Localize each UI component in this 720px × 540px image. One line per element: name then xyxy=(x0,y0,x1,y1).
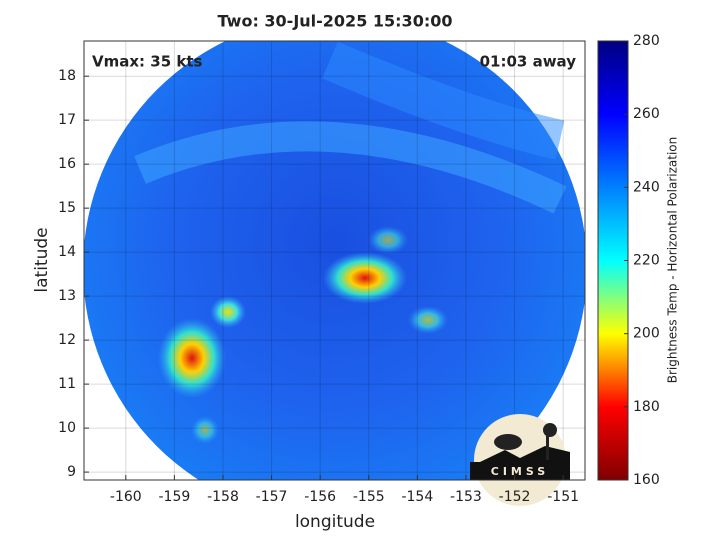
x-tick-label: -155 xyxy=(353,489,385,505)
colorbar-tick-label: 280 xyxy=(633,33,660,49)
y-tick-label: 14 xyxy=(58,244,76,260)
y-tick-label: 15 xyxy=(58,200,76,216)
brightness-field xyxy=(84,41,585,480)
axes-frame xyxy=(83,40,586,481)
x-tick-label: -152 xyxy=(499,489,531,505)
colorbar-label: Brightness Temp - Horizontal Polarizatio… xyxy=(666,137,680,384)
colorbar-tick-label: 160 xyxy=(633,472,660,488)
x-tick-label: -156 xyxy=(304,489,336,505)
chart-title: Two: 30-Jul-2025 15:30:00 xyxy=(218,12,453,31)
y-tick-label: 18 xyxy=(58,68,76,84)
y-tick-label: 9 xyxy=(67,464,76,480)
x-tick-label: -151 xyxy=(547,489,579,505)
colorbar-tick-label: 220 xyxy=(633,253,660,269)
y-tick-label: 13 xyxy=(58,288,76,304)
x-tick-label: -153 xyxy=(450,489,482,505)
y-axis-label: latitude xyxy=(32,227,52,292)
logo-text: CIMSS xyxy=(491,465,549,478)
annotation: 01:03 away xyxy=(480,53,577,71)
colorbar-tick-label: 240 xyxy=(633,179,660,195)
colorbar-tick-label: 200 xyxy=(633,326,660,342)
y-tick-label: 12 xyxy=(58,332,76,348)
x-tick-label: -160 xyxy=(110,489,142,505)
logo: CIMSS xyxy=(470,414,570,506)
y-tick-label: 16 xyxy=(58,156,76,172)
x-tick-label: -158 xyxy=(207,489,239,505)
colorbar-tick-label: 260 xyxy=(633,106,660,122)
colorbar-tick-label: 180 xyxy=(633,399,660,415)
y-tick-label: 17 xyxy=(58,112,76,128)
x-tick-label: -154 xyxy=(401,489,433,505)
x-axis-label: longitude xyxy=(295,512,375,532)
y-tick-label: 11 xyxy=(58,376,76,392)
annotation: Vmax: 35 kts xyxy=(92,53,202,71)
y-tick-label: 10 xyxy=(58,420,76,436)
x-tick-label: -159 xyxy=(158,489,190,505)
colorbar xyxy=(597,40,629,481)
x-tick-label: -157 xyxy=(256,489,288,505)
